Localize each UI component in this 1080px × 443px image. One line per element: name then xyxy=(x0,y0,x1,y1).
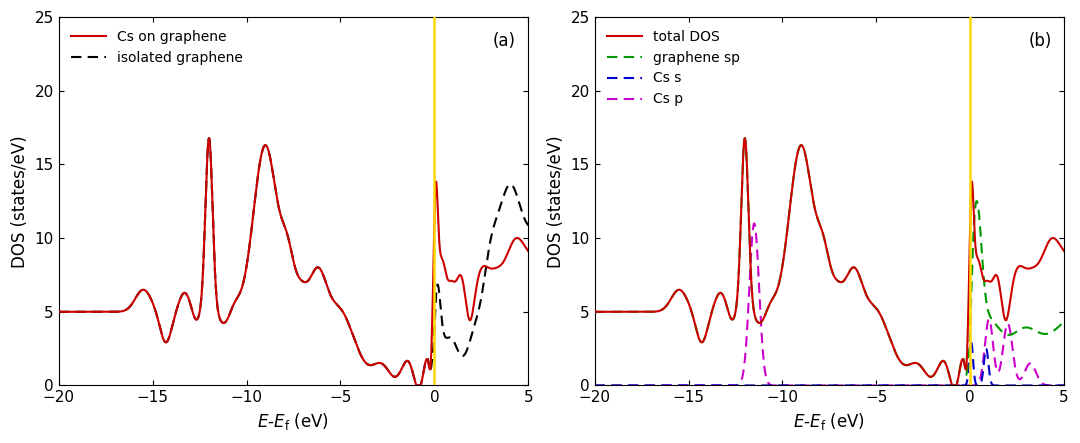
isolated graphene xyxy=(275,217,288,222)
total DOS xyxy=(811,217,824,222)
X-axis label: $E$-$E_\mathrm{f}$ (eV): $E$-$E_\mathrm{f}$ (eV) xyxy=(794,411,865,432)
Cs s xyxy=(1057,383,1070,388)
isolated graphene xyxy=(203,136,216,141)
Cs s xyxy=(785,383,798,388)
graphene sp xyxy=(811,217,824,222)
Cs p xyxy=(1057,383,1070,388)
Cs p xyxy=(1020,365,1032,371)
isolated graphene xyxy=(410,383,423,388)
Y-axis label: DOS (states/eV): DOS (states/eV) xyxy=(546,135,565,268)
Legend: Cs on graphene, isolated graphene: Cs on graphene, isolated graphene xyxy=(66,24,248,70)
isolated graphene xyxy=(393,369,406,375)
isolated graphene xyxy=(254,160,267,165)
Cs p xyxy=(811,383,824,388)
Text: (a): (a) xyxy=(494,32,516,50)
Cs s xyxy=(1043,383,1056,388)
isolated graphene xyxy=(522,223,535,228)
Cs p xyxy=(589,383,602,388)
Cs s xyxy=(811,383,824,388)
graphene sp xyxy=(1057,319,1070,325)
Cs p xyxy=(1043,383,1056,388)
Cs on graphene xyxy=(254,160,267,165)
isolated graphene xyxy=(249,187,262,193)
Cs p xyxy=(929,383,942,388)
Cs on graphene xyxy=(484,266,497,271)
Cs p xyxy=(789,383,802,388)
graphene sp xyxy=(1020,325,1032,330)
total DOS xyxy=(739,136,752,141)
Cs p xyxy=(785,383,798,388)
Line: graphene sp: graphene sp xyxy=(595,138,1064,385)
total DOS xyxy=(946,383,959,388)
Cs on graphene xyxy=(393,369,406,375)
total DOS xyxy=(1043,237,1056,243)
Cs s xyxy=(964,338,977,344)
Cs s xyxy=(929,383,942,388)
graphene sp xyxy=(589,309,602,315)
total DOS xyxy=(589,309,602,315)
Text: (b): (b) xyxy=(1029,32,1052,50)
total DOS xyxy=(789,160,802,165)
Cs s xyxy=(1020,383,1032,388)
Line: Cs p: Cs p xyxy=(595,223,1064,385)
isolated graphene xyxy=(52,309,65,315)
Cs on graphene xyxy=(522,249,535,254)
graphene sp xyxy=(739,136,752,141)
Cs s xyxy=(789,383,802,388)
Cs on graphene xyxy=(275,217,288,222)
graphene sp xyxy=(1043,330,1056,336)
Line: isolated graphene: isolated graphene xyxy=(58,138,528,385)
isolated graphene xyxy=(508,186,521,191)
Cs on graphene xyxy=(249,187,262,193)
total DOS xyxy=(785,187,798,193)
Cs on graphene xyxy=(52,309,65,315)
Line: total DOS: total DOS xyxy=(595,138,1064,385)
Cs p xyxy=(747,221,760,226)
Cs on graphene xyxy=(203,136,216,141)
total DOS xyxy=(1020,266,1032,271)
total DOS xyxy=(1057,249,1070,254)
X-axis label: $E$-$E_\mathrm{f}$ (eV): $E$-$E_\mathrm{f}$ (eV) xyxy=(257,411,329,432)
Line: Cs on graphene: Cs on graphene xyxy=(58,138,528,385)
isolated graphene xyxy=(484,237,497,242)
Legend: total DOS, graphene sp, Cs s, Cs p: total DOS, graphene sp, Cs s, Cs p xyxy=(602,24,745,112)
Cs on graphene xyxy=(508,237,521,243)
graphene sp xyxy=(785,187,798,193)
Line: Cs s: Cs s xyxy=(595,341,1064,385)
graphene sp xyxy=(946,383,959,388)
graphene sp xyxy=(929,369,942,375)
Cs s xyxy=(589,383,602,388)
total DOS xyxy=(929,369,942,375)
graphene sp xyxy=(789,160,802,165)
Y-axis label: DOS (states/eV): DOS (states/eV) xyxy=(11,135,29,268)
Cs on graphene xyxy=(410,383,423,388)
